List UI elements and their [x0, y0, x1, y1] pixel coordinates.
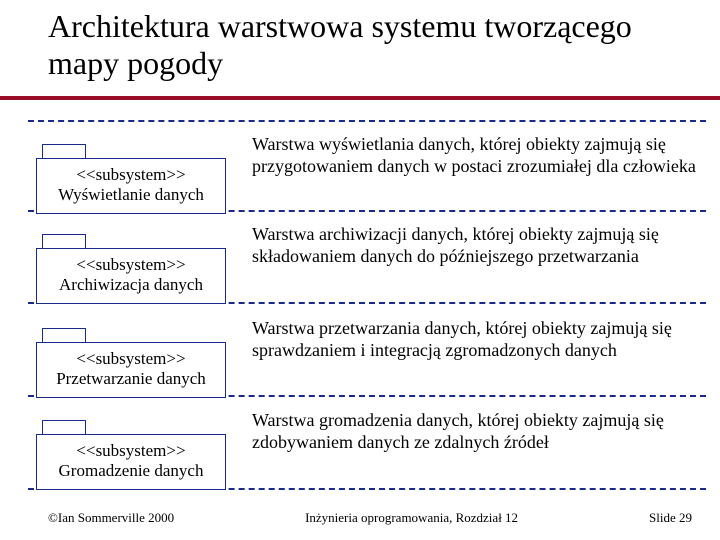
layer-description: Warstwa gromadzenia danych, której obiek…	[252, 410, 698, 453]
subsystem-package: <<subsystem>>Archiwizacja danych	[36, 248, 226, 304]
subsystem-name: Archiwizacja danych	[59, 275, 203, 294]
layer-description: Warstwa wyświetlania danych, której obie…	[252, 134, 698, 177]
stereotype-label: <<subsystem>>	[45, 255, 217, 275]
footer-copyright: ©Ian Sommerville 2000	[48, 510, 174, 526]
title-underline	[0, 96, 720, 100]
stereotype-label: <<subsystem>>	[45, 441, 217, 461]
footer: ©Ian Sommerville 2000 Inżynieria oprogra…	[48, 510, 692, 526]
layer-description: Warstwa archiwizacji danych, której obie…	[252, 224, 698, 267]
subsystem-package: <<subsystem>>Gromadzenie danych	[36, 434, 226, 490]
subsystem-package: <<subsystem>>Przetwarzanie danych	[36, 342, 226, 398]
stereotype-label: <<subsystem>>	[45, 349, 217, 369]
layer-divider	[28, 120, 706, 122]
slide: Architektura warstwowa systemu tworząceg…	[0, 0, 720, 540]
subsystem-box: <<subsystem>>Archiwizacja danych	[36, 248, 226, 304]
footer-slide-number: Slide 29	[649, 510, 692, 526]
stereotype-label: <<subsystem>>	[45, 165, 217, 185]
subsystem-name: Gromadzenie danych	[59, 461, 204, 480]
slide-title: Architektura warstwowa systemu tworząceg…	[48, 8, 692, 82]
layer-description: Warstwa przetwarzania danych, której obi…	[252, 318, 698, 361]
subsystem-package: <<subsystem>>Wyświetlanie danych	[36, 158, 226, 214]
subsystem-box: <<subsystem>>Wyświetlanie danych	[36, 158, 226, 214]
subsystem-name: Wyświetlanie danych	[58, 185, 204, 204]
footer-chapter: Inżynieria oprogramowania, Rozdział 12	[174, 510, 649, 526]
subsystem-name: Przetwarzanie danych	[56, 369, 206, 388]
subsystem-box: <<subsystem>>Gromadzenie danych	[36, 434, 226, 490]
subsystem-box: <<subsystem>>Przetwarzanie danych	[36, 342, 226, 398]
